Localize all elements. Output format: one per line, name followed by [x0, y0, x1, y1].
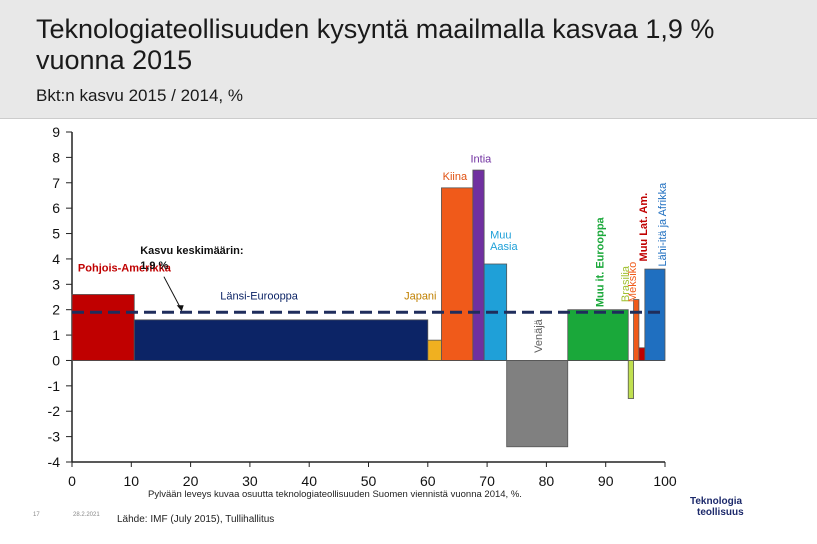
logo-line2: teollisuus	[697, 507, 744, 518]
x-tick-label: 70	[479, 473, 495, 489]
y-tick-label: 1	[52, 327, 60, 343]
label-lansi-eurooppa: Länsi-Eurooppa	[220, 291, 299, 303]
y-tick-label: 9	[52, 124, 60, 140]
y-tick-label: 2	[52, 302, 60, 318]
bar-l-hi-it-ja-afrikka	[644, 268, 666, 361]
bar-meksiko	[633, 299, 640, 361]
label-muu-aasia-1: Muu	[490, 230, 511, 242]
y-tick-label: 8	[52, 149, 60, 165]
x-tick-label: 20	[183, 473, 199, 489]
bar-brasilia	[627, 360, 634, 399]
bar-muu-it-eurooppa	[567, 309, 629, 361]
slide-subtitle: Bkt:n kasvu 2015 / 2014, %	[36, 86, 243, 105]
bar-intia	[472, 169, 485, 361]
bar-l-nsi-eurooppa	[133, 319, 429, 361]
bar-japani	[427, 339, 442, 361]
bar-pohjois-amerikka	[71, 294, 135, 361]
y-tick-label: 6	[52, 200, 60, 216]
label-kiina: Kiina	[443, 171, 468, 183]
y-tick-label: -3	[48, 429, 61, 445]
y-tick-label: 0	[52, 352, 60, 368]
header-divider	[0, 118, 817, 119]
header-band	[0, 0, 817, 118]
y-tick-label: 4	[52, 251, 60, 267]
x-tick-label: 40	[301, 473, 317, 489]
y-tick-label: 7	[52, 175, 60, 191]
logo-line1: Teknologia	[690, 496, 743, 507]
x-tick-label: 90	[598, 473, 614, 489]
label-pohjois-amerikka: Pohjois-Amerikka	[78, 263, 172, 275]
label-muu-lat-am: Muu Lat. Am.	[638, 193, 650, 262]
source-note: Lähde: IMF (July 2015), Tullihallitus	[117, 514, 275, 525]
average-pointer	[163, 276, 183, 311]
label-brasilia: Brasilia	[620, 265, 632, 302]
y-tick-label: 5	[52, 226, 60, 242]
bar-muu-lat-am-	[638, 347, 646, 361]
y-tick-label: -2	[48, 403, 61, 419]
x-tick-label: 0	[68, 473, 76, 489]
x-tick-label: 10	[124, 473, 140, 489]
x-tick-label: 60	[420, 473, 436, 489]
label-japani: Japani	[404, 291, 436, 303]
average-label-line1: Kasvu keskimäärin:	[140, 245, 243, 257]
y-tick-label: 3	[52, 276, 60, 292]
teknologiateollisuus-logo: Teknologia teollisuus	[690, 496, 790, 520]
y-tick-label: -4	[48, 454, 61, 470]
page-number: 17	[33, 512, 40, 518]
bar-ven-j-	[506, 360, 569, 448]
average-pointer-head	[176, 305, 184, 312]
x-tick-label: 100	[653, 473, 677, 489]
x-tick-label: 80	[539, 473, 555, 489]
slide-date: 28.2.2021	[73, 512, 100, 518]
average-label-line2: 1,9 %	[140, 260, 168, 272]
x-tick-label: 50	[361, 473, 377, 489]
label-lahi-ita-ja-afrikka: Lähi-itä ja Afrikka	[657, 182, 669, 267]
label-muu-aasia-2: Aasia	[490, 241, 518, 253]
label-muu-it-eurooppa: Muu it. Eurooppa	[594, 216, 606, 307]
bar-kiina	[441, 187, 474, 361]
y-tick-label: -1	[48, 378, 61, 394]
label-intia: Intia	[470, 153, 492, 165]
label-venaja: Venäjä	[533, 318, 545, 353]
label-meksiko: Meksiko	[627, 262, 639, 302]
slide-title: Teknologiateollisuuden kysyntä maailmall…	[36, 14, 715, 75]
x-tick-label: 30	[242, 473, 258, 489]
footnote: Pylvään leveys kuvaa osuutta teknologiat…	[148, 489, 522, 500]
